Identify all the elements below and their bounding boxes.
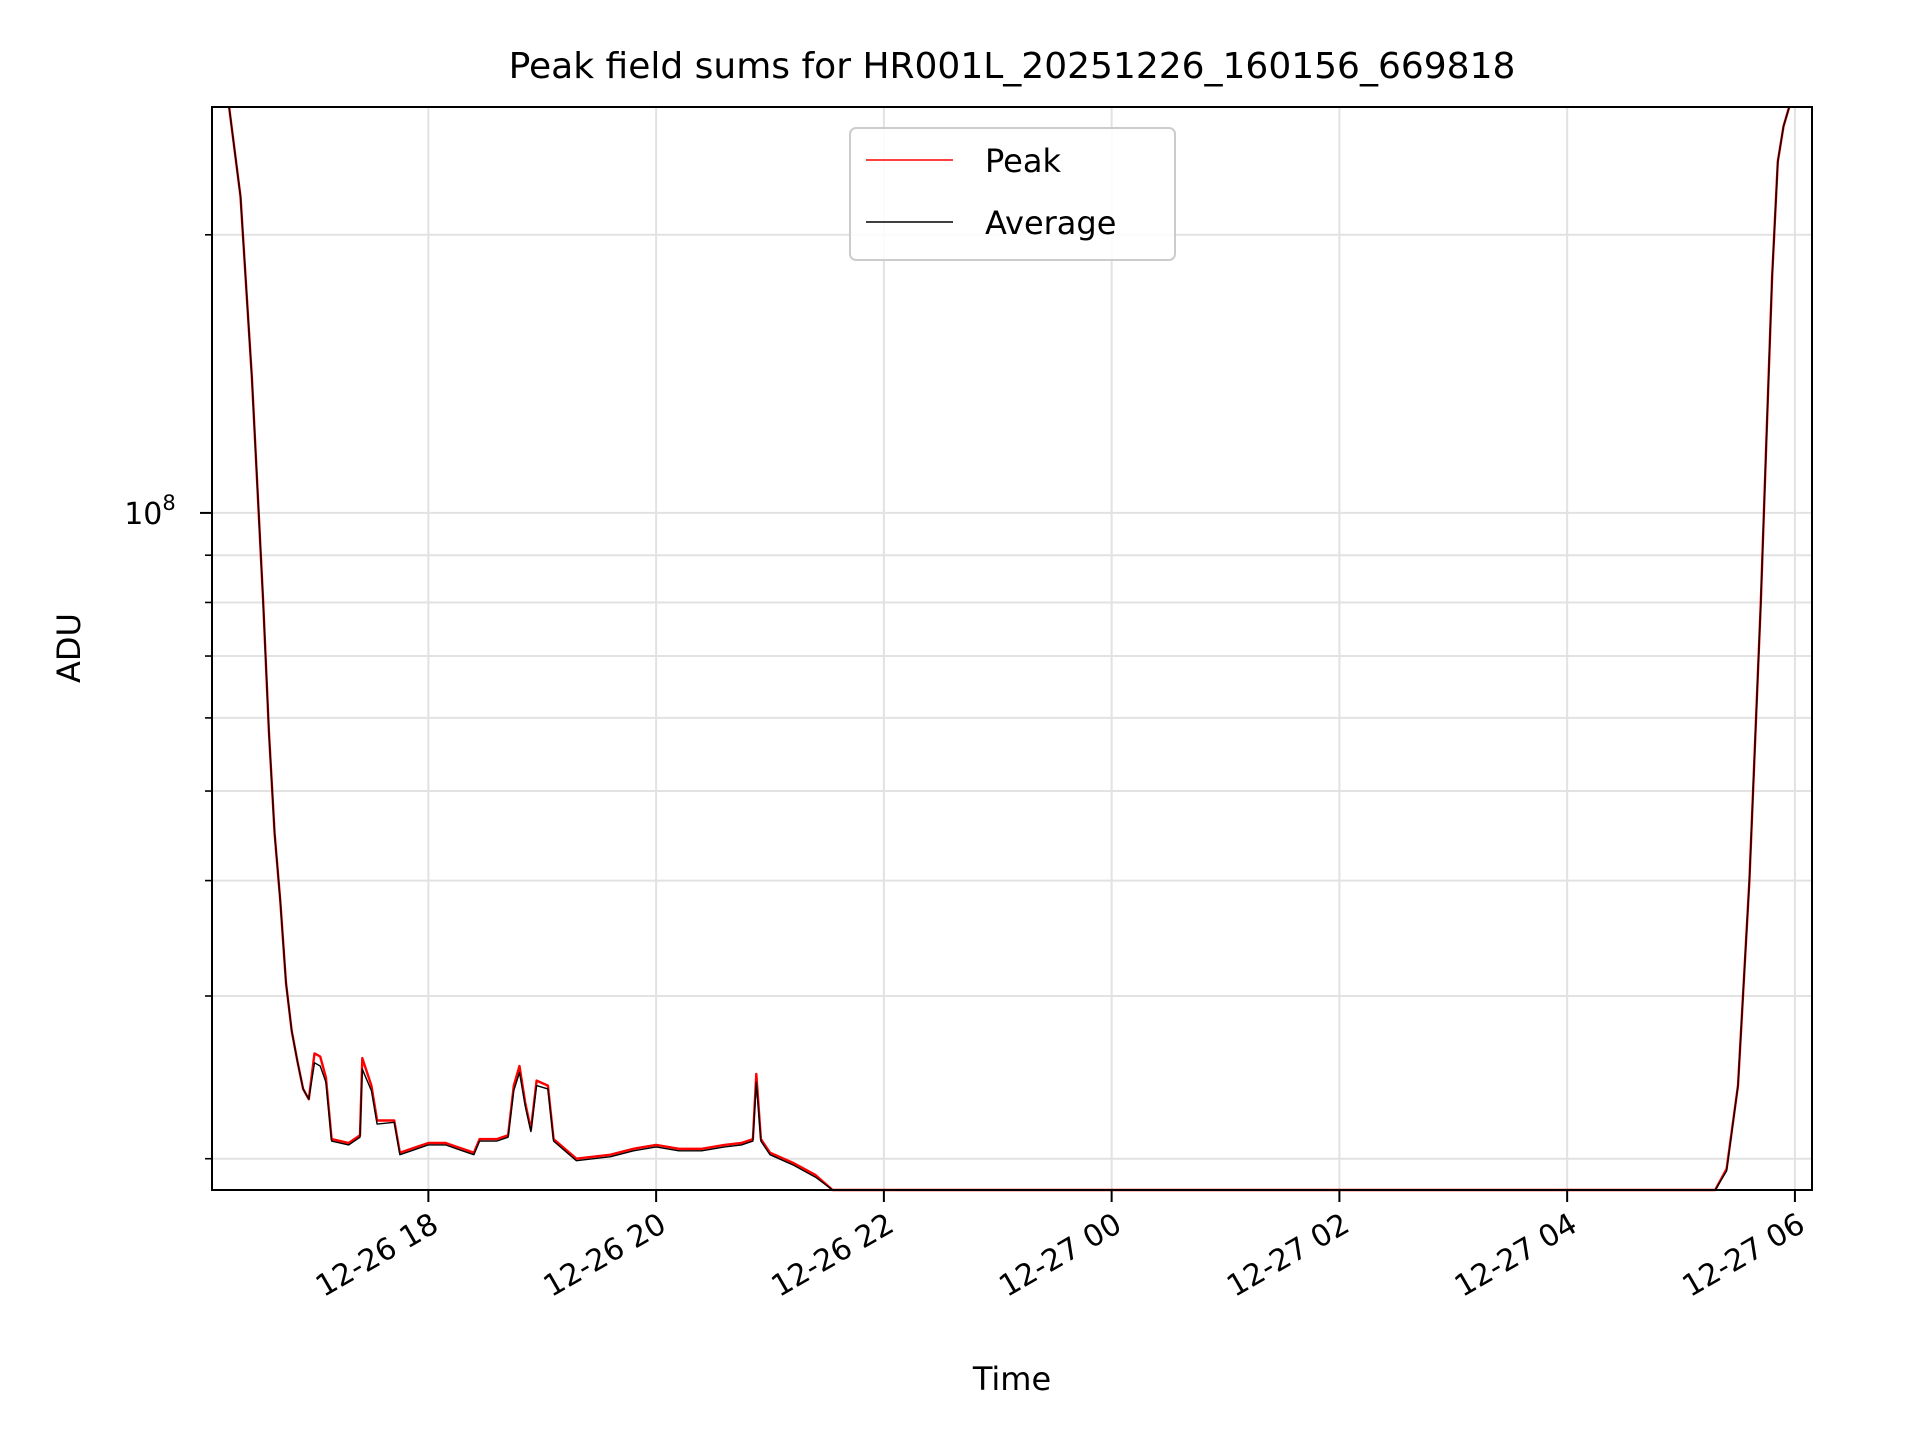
legend: Peak Average <box>849 127 1176 261</box>
y-axis-label: ADU <box>50 613 88 683</box>
grid <box>212 107 1812 1190</box>
plot-frame <box>211 106 1813 1191</box>
x-axis-label: Time <box>972 1360 1051 1398</box>
y-tick-label: 108 <box>124 491 176 532</box>
legend-label-peak: Peak <box>985 142 1061 180</box>
legend-box <box>849 127 1176 261</box>
y-axis: 108 <box>124 233 212 1160</box>
chart-title: Peak field sums for HR001L_20251226_1601… <box>509 46 1516 87</box>
legend-label-average: Average <box>985 204 1116 242</box>
